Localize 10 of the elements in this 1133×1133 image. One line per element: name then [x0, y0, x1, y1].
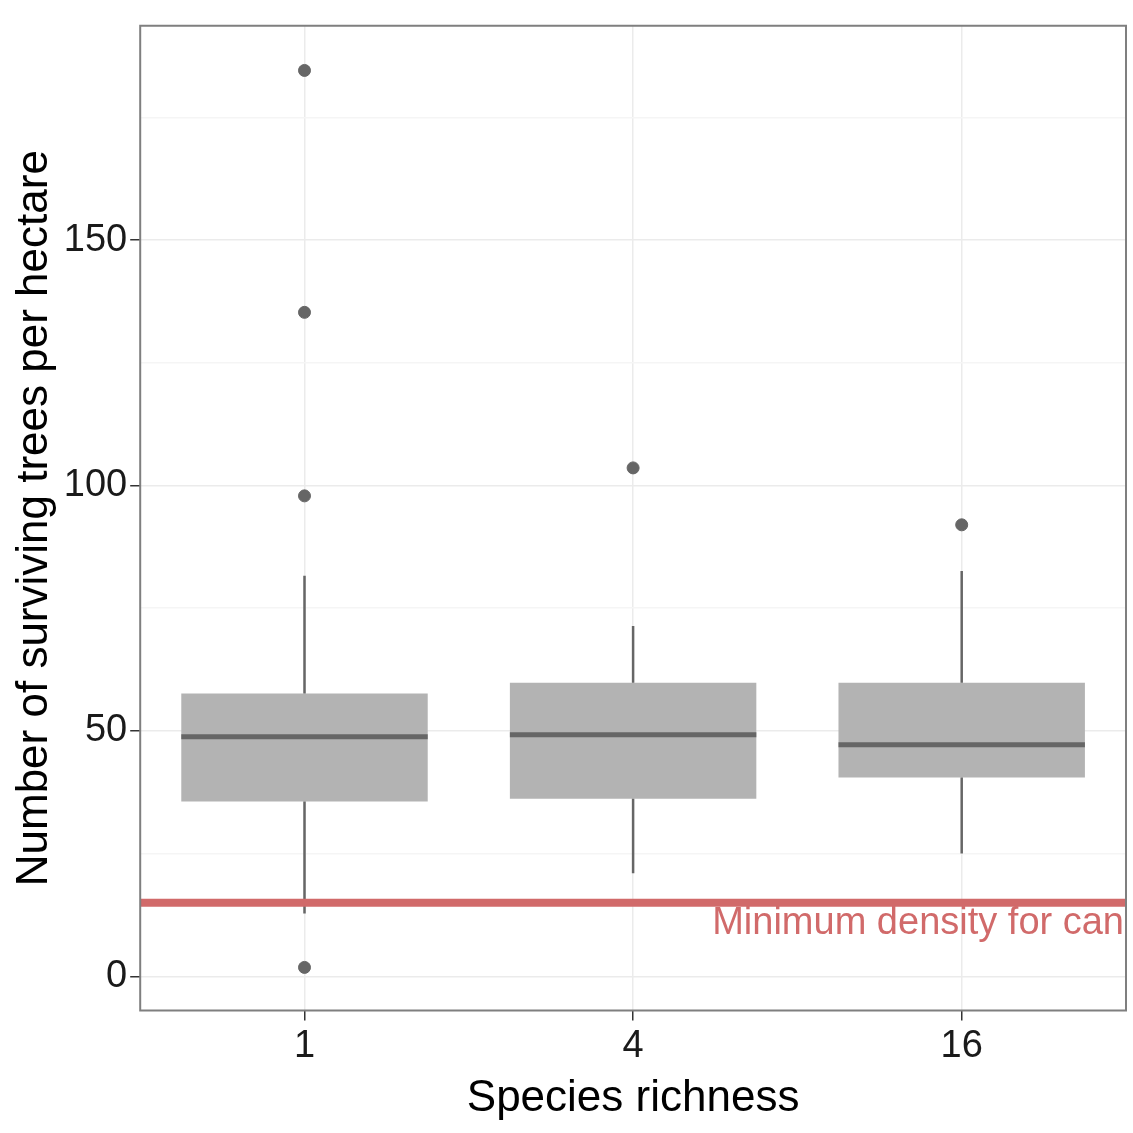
ref-line-label: Minimum density for can	[712, 900, 1124, 943]
y-tick-label: 150	[63, 216, 128, 259]
x-tick-label: 1	[293, 1022, 316, 1065]
y-tick-label: 100	[63, 462, 128, 505]
x-tick-label: 16	[940, 1022, 983, 1065]
x-axis-title: Species richness	[466, 1070, 800, 1120]
y-axis-title: Number of surviving trees per hectare	[6, 150, 56, 887]
y-tick-label: 0	[106, 952, 128, 995]
x-tick-label: 4	[622, 1022, 644, 1065]
y-tick-label: 50	[84, 707, 128, 750]
